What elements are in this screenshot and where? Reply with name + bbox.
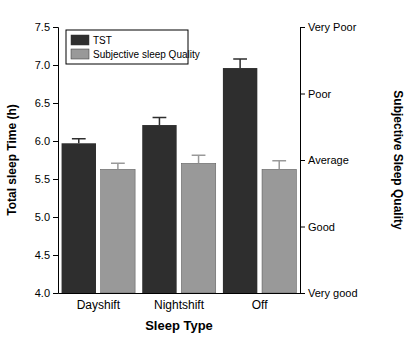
bar xyxy=(142,125,176,293)
tick: Very good xyxy=(300,287,358,299)
tick: Average xyxy=(300,154,349,166)
legend-swatch xyxy=(71,49,89,59)
error-bar xyxy=(192,155,206,163)
tick-mark xyxy=(300,27,305,28)
tick: Good xyxy=(300,221,335,233)
tick: 4.0 xyxy=(35,287,58,299)
bar-series xyxy=(62,59,258,293)
bar-series xyxy=(101,155,297,293)
legend: TST Subjective sleep Quality xyxy=(66,30,200,64)
tick-mark xyxy=(300,160,305,161)
tick-mark xyxy=(300,293,305,294)
tick: Poor xyxy=(300,88,332,100)
bar xyxy=(62,143,96,293)
plot-area xyxy=(62,59,297,293)
tick-mark xyxy=(53,179,58,180)
tick-mark xyxy=(300,94,305,95)
legend-label: Subjective sleep Quality xyxy=(93,49,200,60)
tick: 7.5 xyxy=(35,21,58,33)
axis-line xyxy=(53,28,59,294)
tick-label: Very good xyxy=(308,287,358,299)
tick-mark xyxy=(53,65,58,66)
y-axis-title: Total sleep Time (h) xyxy=(5,104,19,216)
legend-label: TST xyxy=(93,35,112,46)
tick-mark xyxy=(53,103,58,104)
tick: 5.5 xyxy=(35,173,58,185)
tick-label: Dayshift xyxy=(77,298,121,312)
bar xyxy=(181,163,215,293)
tick: Off xyxy=(252,293,268,312)
bar xyxy=(262,169,296,293)
tick: Dayshift xyxy=(77,293,121,312)
tick-label: 6.0 xyxy=(35,135,50,147)
y-axis: 4.0 4.5 5.0 5.5 6.0 6.5 7.0 7.5 xyxy=(35,21,59,299)
tick-label: Nightshift xyxy=(154,298,205,312)
tick-label: 5.0 xyxy=(35,211,50,223)
tick-mark xyxy=(53,255,58,256)
tick-label: 6.5 xyxy=(35,97,50,109)
tick-label: 7.0 xyxy=(35,59,50,71)
tick-mark xyxy=(53,141,58,142)
tick: 5.0 xyxy=(35,211,58,223)
tick-label: Very Poor xyxy=(308,21,357,33)
tick: 7.0 xyxy=(35,59,58,71)
tick-label: 7.5 xyxy=(35,21,50,33)
error-bar xyxy=(153,117,167,125)
tick-label: 4.0 xyxy=(35,287,50,299)
error-bar xyxy=(111,163,125,169)
tick-label: Good xyxy=(308,221,335,233)
tick-mark xyxy=(53,293,58,294)
legend-swatch xyxy=(71,35,89,45)
tick: 6.0 xyxy=(35,135,58,147)
tick: 4.5 xyxy=(35,249,58,261)
chart: 4.0 4.5 5.0 5.5 6.0 6.5 7.0 7.5 Very good Good Ave… xyxy=(0,0,416,340)
tick: Very Poor xyxy=(300,21,357,33)
bar xyxy=(223,68,257,293)
tick: 6.5 xyxy=(35,97,58,109)
tick-label: 4.5 xyxy=(35,249,50,261)
tick-label: 5.5 xyxy=(35,173,50,185)
error-bar xyxy=(233,59,247,68)
error-bar xyxy=(72,139,86,144)
tick-mark xyxy=(53,27,58,28)
axis-line xyxy=(301,28,306,294)
x-axis: Dayshift Nightshift Off xyxy=(59,293,301,312)
bar xyxy=(101,169,135,293)
tick-label: Poor xyxy=(308,88,332,100)
y2-axis-title: Subjective Sleep Quality xyxy=(391,90,405,230)
tick-label: Average xyxy=(308,154,349,166)
tick-mark xyxy=(300,227,305,228)
y2-axis: Very good Good Average Poor Very Poor xyxy=(300,21,358,299)
tick-mark xyxy=(53,217,58,218)
error-bar xyxy=(272,161,286,170)
axis-line xyxy=(59,293,301,294)
x-axis-title: Sleep Type xyxy=(145,318,213,333)
tick-label: Off xyxy=(252,298,268,312)
tick: Nightshift xyxy=(154,293,205,312)
